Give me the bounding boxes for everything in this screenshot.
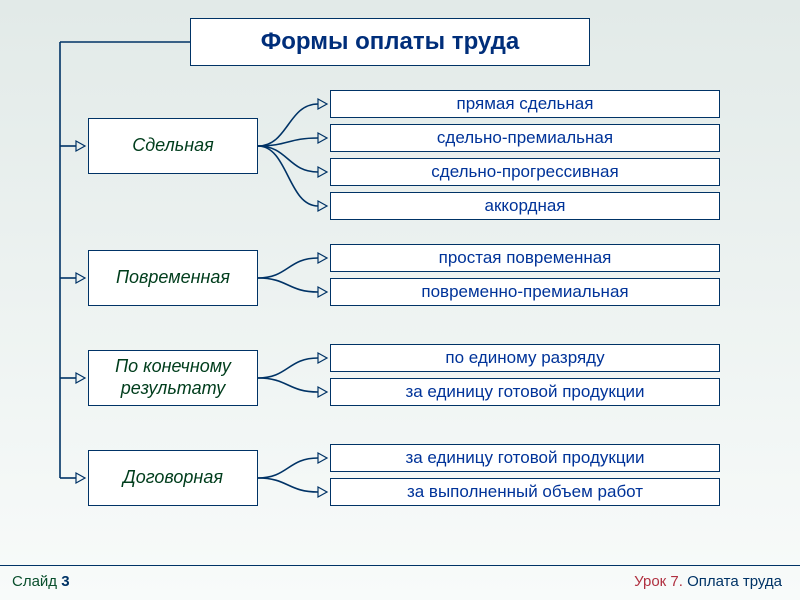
- sub-box: за единицу готовой продукции: [330, 444, 720, 472]
- footer-right: Урок 7. Оплата труда: [634, 573, 782, 590]
- sub-label: за выполненный объем работ: [407, 482, 643, 502]
- category-label: Договорная: [123, 467, 223, 489]
- category-label: По конечному результату: [89, 356, 257, 399]
- lesson-topic: Оплата труда: [687, 573, 782, 590]
- sub-box: сдельно-премиальная: [330, 124, 720, 152]
- sub-label: за единицу готовой продукции: [405, 382, 644, 402]
- slide-label: Слайд: [12, 573, 57, 590]
- title-box: Формы оплаты труда: [190, 18, 590, 66]
- title-text: Формы оплаты труда: [261, 28, 520, 56]
- category-label: Сдельная: [132, 135, 214, 157]
- sub-label: за единицу готовой продукции: [405, 448, 644, 468]
- slide-number: 3: [61, 573, 69, 590]
- sub-box: прямая сдельная: [330, 90, 720, 118]
- category-box: Договорная: [88, 450, 258, 506]
- lesson-label: Урок 7.: [634, 573, 683, 590]
- sub-label: сдельно-премиальная: [437, 128, 613, 148]
- sub-box: за выполненный объем работ: [330, 478, 720, 506]
- sub-label: сдельно-прогрессивная: [431, 162, 618, 182]
- sub-box: за единицу готовой продукции: [330, 378, 720, 406]
- category-box: Сдельная: [88, 118, 258, 174]
- category-label: Повременная: [116, 267, 230, 289]
- sub-label: прямая сдельная: [457, 94, 594, 114]
- category-box: Повременная: [88, 250, 258, 306]
- category-box: По конечному результату: [88, 350, 258, 406]
- sub-label: простая повременная: [439, 248, 612, 268]
- sub-label: по единому разряду: [445, 348, 604, 368]
- sub-box: простая повременная: [330, 244, 720, 272]
- sub-box: аккордная: [330, 192, 720, 220]
- sub-box: сдельно-прогрессивная: [330, 158, 720, 186]
- sub-label: повременно-премиальная: [421, 282, 628, 302]
- footer-divider: [0, 565, 800, 566]
- footer-left: Слайд 3: [12, 573, 70, 590]
- sub-box: повременно-премиальная: [330, 278, 720, 306]
- sub-box: по единому разряду: [330, 344, 720, 372]
- sub-label: аккордная: [484, 196, 565, 216]
